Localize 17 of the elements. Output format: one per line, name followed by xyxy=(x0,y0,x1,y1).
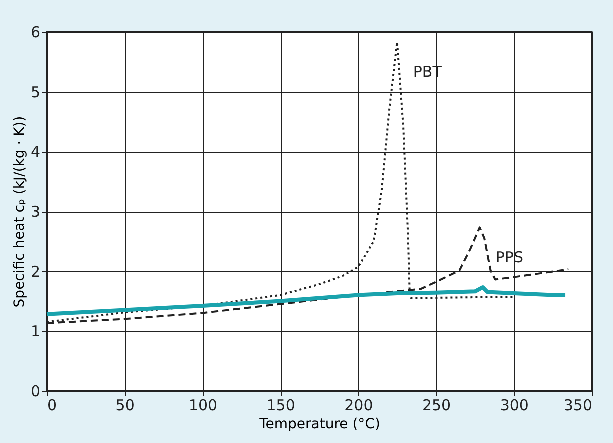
y-tick-label: 5 xyxy=(30,83,40,102)
y-tick-label: 3 xyxy=(30,203,40,221)
x-tick-label: 250 xyxy=(422,396,452,414)
x-tick-label: 100 xyxy=(188,396,218,414)
x-tick-label: 150 xyxy=(266,396,296,414)
y-tick-label: 0 xyxy=(30,382,40,400)
y-tick-label: 2 xyxy=(30,262,40,281)
x-axis-title: Temperature (°C) xyxy=(258,416,380,432)
x-tick-label: 50 xyxy=(116,396,135,414)
y-tick-label: 6 xyxy=(30,24,40,42)
y-axis-title: Specific heat cₚ (kJ/(kg · K)) xyxy=(12,116,28,308)
y-tick-label: 4 xyxy=(30,143,40,162)
x-tick-label: 300 xyxy=(500,396,529,414)
x-tick-label: 200 xyxy=(344,396,374,414)
x-tick-label: 350 xyxy=(564,396,592,414)
x-tick-label: 0 xyxy=(48,396,58,414)
y-tick-label: 1 xyxy=(30,322,40,341)
